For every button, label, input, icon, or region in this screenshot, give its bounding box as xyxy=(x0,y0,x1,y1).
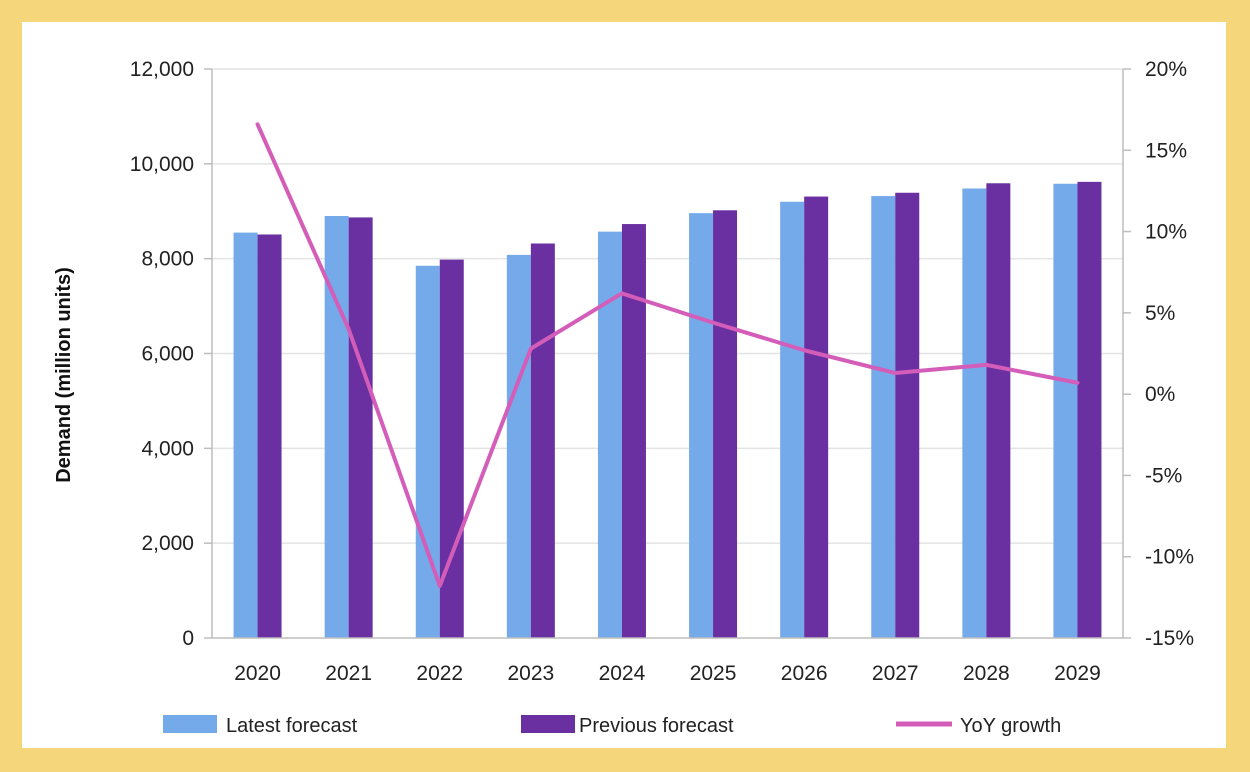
legend-swatch-previous xyxy=(521,715,575,733)
bar-latest-forecast xyxy=(871,196,896,638)
bar-previous-forecast xyxy=(895,192,920,638)
x-tick-label: 2025 xyxy=(690,662,737,685)
legend-label-latest: Latest forecast xyxy=(226,715,358,737)
bar-previous-forecast xyxy=(713,210,738,638)
x-axis-ticks: 2020 2021 2022 2023 2024 2025 2026 2027 2028 2029 xyxy=(234,662,1101,685)
legend: Latest forecast Previous forecast YoY grow… xyxy=(163,715,1061,737)
x-tick-label: 2023 xyxy=(507,662,554,685)
bar-latest-forecast xyxy=(415,265,440,638)
y-tick-label: 0 xyxy=(182,627,194,650)
legend-swatch-latest xyxy=(163,715,217,733)
left-axis-ticks: 0 2,000 4,000 6,000 8,000 10,000 12,000 xyxy=(130,58,194,650)
x-tick-label: 2029 xyxy=(1054,662,1101,685)
x-tick-label: 2026 xyxy=(781,662,828,685)
bar-series xyxy=(233,181,1102,639)
y-tick-label: 6,000 xyxy=(141,343,194,366)
y-tick-label: 12,000 xyxy=(130,58,194,81)
bar-latest-forecast xyxy=(1053,183,1078,638)
bar-latest-forecast xyxy=(233,232,258,638)
y2-tick-label: 5% xyxy=(1145,302,1175,325)
x-tick-label: 2028 xyxy=(963,662,1010,685)
y2-tick-label: -15% xyxy=(1145,627,1194,650)
x-tick-label: 2027 xyxy=(872,662,919,685)
y2-tick-label: -10% xyxy=(1145,546,1194,569)
y2-tick-label: 10% xyxy=(1145,221,1187,244)
bar-previous-forecast xyxy=(530,243,555,638)
bar-latest-forecast xyxy=(780,201,805,638)
y2-tick-label: 15% xyxy=(1145,139,1187,162)
y-tick-label: 10,000 xyxy=(130,153,194,176)
y2-tick-label: 0% xyxy=(1145,383,1175,406)
y2-tick-label: -5% xyxy=(1145,464,1182,487)
bar-latest-forecast xyxy=(962,188,987,639)
bar-previous-forecast xyxy=(348,217,373,638)
line-series xyxy=(255,122,1080,588)
y-axis-title: Demand (million units) xyxy=(53,267,75,483)
bar-previous-forecast xyxy=(1077,181,1102,638)
bar-latest-forecast xyxy=(597,231,622,638)
x-tick-label: 2022 xyxy=(416,662,463,685)
chart-frame: 0 2,000 4,000 6,000 8,000 10,000 12,000 -15% -1… xyxy=(22,22,1226,748)
bar-latest-forecast xyxy=(506,254,531,638)
bar-previous-forecast xyxy=(986,183,1011,638)
bar-previous-forecast xyxy=(621,224,646,639)
axes xyxy=(204,68,1131,639)
x-tick-label: 2024 xyxy=(599,662,646,685)
yoy-growth-line xyxy=(255,122,1080,588)
y2-tick-label: 20% xyxy=(1145,58,1187,81)
y-tick-label: 4,000 xyxy=(141,437,194,460)
legend-label-growth: YoY growth xyxy=(960,715,1061,737)
y-tick-label: 2,000 xyxy=(141,532,194,555)
bar-previous-forecast xyxy=(804,196,829,638)
bar-previous-forecast xyxy=(257,234,282,638)
right-axis-ticks: -15% -10% -5% 0% 5% 10% 15% 20% xyxy=(1145,58,1194,650)
y-tick-label: 8,000 xyxy=(141,248,194,271)
bar-latest-forecast xyxy=(689,213,714,638)
x-tick-label: 2021 xyxy=(325,662,372,685)
x-tick-label: 2020 xyxy=(234,662,281,685)
legend-label-previous: Previous forecast xyxy=(579,715,734,737)
